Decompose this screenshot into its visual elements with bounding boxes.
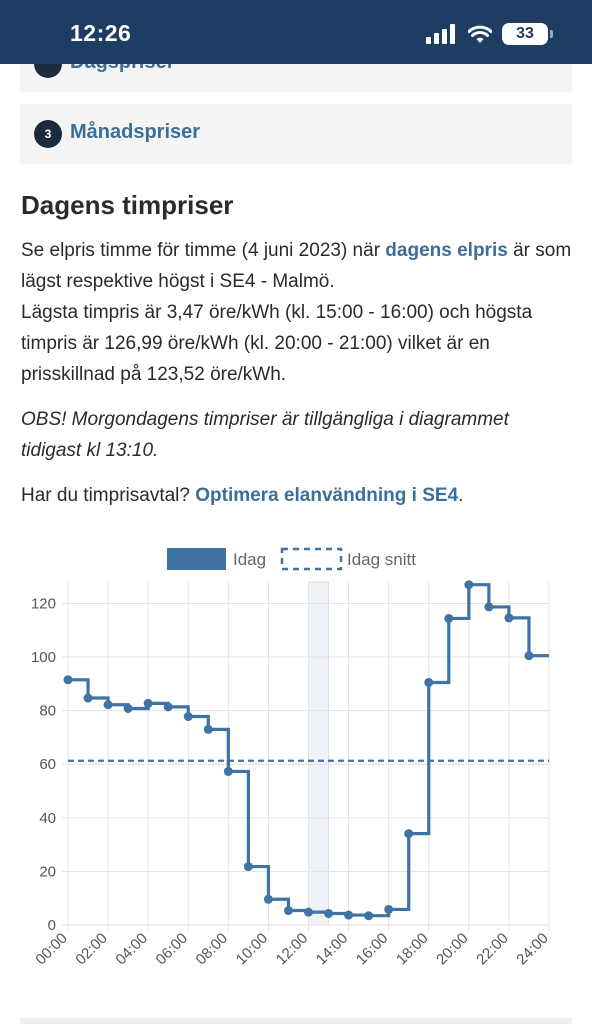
price-point-01[interactable]: [83, 693, 93, 703]
intro-text-end: är som lägst respektive högst i SE4 - Ma…: [21, 240, 572, 292]
price-point-19[interactable]: [444, 613, 454, 623]
legend-label-idag[interactable]: Idag: [233, 550, 266, 569]
offer-text-end: .: [458, 485, 464, 506]
y-tick-label: 120: [31, 595, 56, 612]
intro-text: Se elpris timme för timme (4 juni 2023) …: [21, 240, 386, 261]
x-tick-label: 24:00: [513, 930, 552, 969]
price-point-09[interactable]: [243, 862, 253, 872]
current-hour-highlight: [308, 581, 330, 926]
price-point-20[interactable]: [464, 580, 474, 590]
x-tick-label: 08:00: [193, 930, 232, 969]
price-point-21[interactable]: [484, 602, 494, 612]
offer-text: Har du timprisavtal?: [21, 485, 196, 506]
price-point-22[interactable]: [504, 613, 514, 623]
chart-plot-area: 0 20 40 60 80 100 120 00:00 02:00 04:00 06:00 08:00…: [31, 580, 552, 968]
y-tick-label: 0: [48, 917, 56, 934]
price-point-03[interactable]: [123, 703, 133, 713]
x-tick-label: 06:00: [153, 930, 192, 969]
price-point-07[interactable]: [203, 724, 213, 734]
price-point-18[interactable]: [424, 677, 434, 687]
price-point-11[interactable]: [283, 906, 293, 916]
offer-paragraph: Har du timprisavtal? Optimera elanvändni…: [21, 480, 573, 511]
price-summary: Lägsta timpris är 3,47 öre/kWh (kl. 15:0…: [21, 302, 533, 385]
price-point-06[interactable]: [183, 712, 193, 722]
status-bar: 12:26 33: [0, 0, 592, 64]
x-tick-label: 12:00: [273, 930, 312, 969]
x-tick-label: 14:00: [313, 930, 352, 969]
price-point-04[interactable]: [143, 698, 153, 708]
status-icons: 33: [426, 22, 553, 46]
y-tick-label: 40: [39, 810, 56, 827]
price-point-17[interactable]: [404, 829, 414, 839]
hourly-price-chart[interactable]: Idag Idag snitt 0 20 40 60 80 100 120 00:00 02:0…: [0, 528, 592, 998]
y-tick-label: 100: [31, 649, 56, 666]
section-title: Dagens timpriser: [21, 190, 234, 220]
price-point-00[interactable]: [63, 675, 73, 685]
tomorrow-note: OBS! Morgondagens timpriser är tillgängl…: [21, 409, 509, 461]
next-section-edge: [20, 1018, 572, 1024]
price-point-08[interactable]: [223, 766, 233, 776]
x-tick-label: 10:00: [233, 930, 272, 969]
x-tick-label: 02:00: [72, 930, 111, 969]
legend-swatch-idag[interactable]: [167, 548, 226, 570]
x-tick-label: 22:00: [473, 930, 512, 969]
x-tick-label: 20:00: [433, 930, 472, 969]
signal-icon: [426, 24, 455, 44]
price-point-02[interactable]: [103, 700, 113, 710]
accordion-number-badge: [34, 64, 62, 78]
price-point-05[interactable]: [163, 702, 173, 712]
y-tick-label: 80: [39, 703, 56, 720]
price-point-23[interactable]: [524, 651, 534, 661]
dagens-elpris-link[interactable]: dagens elpris: [385, 240, 508, 261]
accordion-item-label[interactable]: Dagspriser: [70, 64, 175, 74]
chart-legend[interactable]: Idag Idag snitt: [167, 547, 416, 571]
main-content: Dagens timpriser Se elpris timme för tim…: [21, 190, 573, 511]
battery-icon: 33: [502, 23, 553, 45]
price-point-10[interactable]: [263, 894, 273, 904]
wifi-icon: [468, 25, 492, 43]
y-tick-label: 20: [39, 863, 56, 880]
accordion-item-manadspriser[interactable]: 3 Månadspriser: [20, 104, 572, 164]
accordion-item-label[interactable]: Månadspriser: [70, 121, 201, 143]
optimera-link[interactable]: Optimera elanvändning i SE4: [195, 485, 459, 506]
price-point-12[interactable]: [304, 907, 313, 917]
legend-label-idag-snitt[interactable]: Idag snitt: [347, 550, 416, 569]
price-point-14[interactable]: [344, 910, 354, 920]
legend-swatch-idag-snitt[interactable]: [280, 547, 343, 571]
price-point-16[interactable]: [384, 904, 394, 914]
price-point-13[interactable]: [324, 908, 334, 918]
x-tick-label: 18:00: [393, 930, 432, 969]
intro-paragraph: Se elpris timme för timme (4 juni 2023) …: [21, 235, 573, 390]
x-tick-label: 04:00: [112, 930, 151, 969]
accordion-item-dagspriser[interactable]: Dagspriser: [20, 64, 572, 92]
x-tick-label: 16:00: [353, 930, 392, 969]
y-tick-label: 60: [39, 756, 56, 773]
accordion-number-badge: 3: [34, 120, 62, 148]
x-tick-label: 00:00: [32, 930, 71, 969]
status-time: 12:26: [70, 20, 132, 46]
price-point-15[interactable]: [364, 911, 374, 921]
